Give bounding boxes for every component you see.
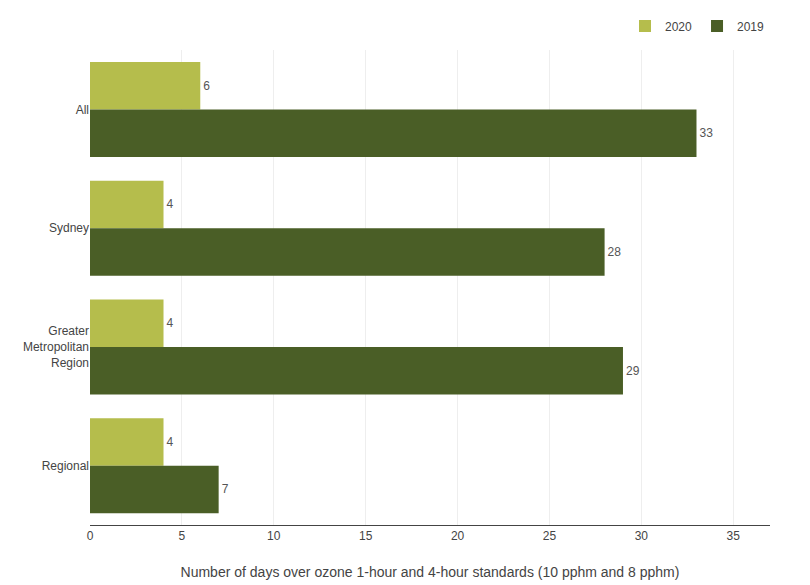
svg-text:All: All — [76, 103, 89, 117]
svg-text:4: 4 — [167, 197, 174, 211]
svg-text:25: 25 — [543, 529, 557, 543]
svg-text:5: 5 — [179, 529, 186, 543]
svg-text:7: 7 — [222, 482, 229, 496]
svg-text:0: 0 — [87, 529, 94, 543]
svg-text:4: 4 — [167, 316, 174, 330]
svg-text:2020: 2020 — [665, 20, 692, 34]
svg-text:Sydney: Sydney — [49, 221, 89, 235]
svg-text:Regional: Regional — [42, 459, 89, 473]
svg-text:20: 20 — [451, 529, 465, 543]
svg-text:4: 4 — [167, 435, 174, 449]
svg-text:6: 6 — [203, 79, 210, 93]
svg-text:35: 35 — [727, 529, 741, 543]
svg-text:15: 15 — [359, 529, 373, 543]
svg-text:10: 10 — [267, 529, 281, 543]
svg-text:28: 28 — [608, 245, 622, 259]
svg-text:30: 30 — [635, 529, 649, 543]
svg-text:33: 33 — [699, 126, 713, 140]
svg-text:29: 29 — [626, 364, 640, 378]
svg-text:2019: 2019 — [737, 20, 764, 34]
svg-text:GreaterMetropolitanRegion: GreaterMetropolitanRegion — [23, 324, 89, 369]
svg-text:Number of days over ozone 1-ho: Number of days over ozone 1-hour and 4-h… — [181, 564, 680, 580]
